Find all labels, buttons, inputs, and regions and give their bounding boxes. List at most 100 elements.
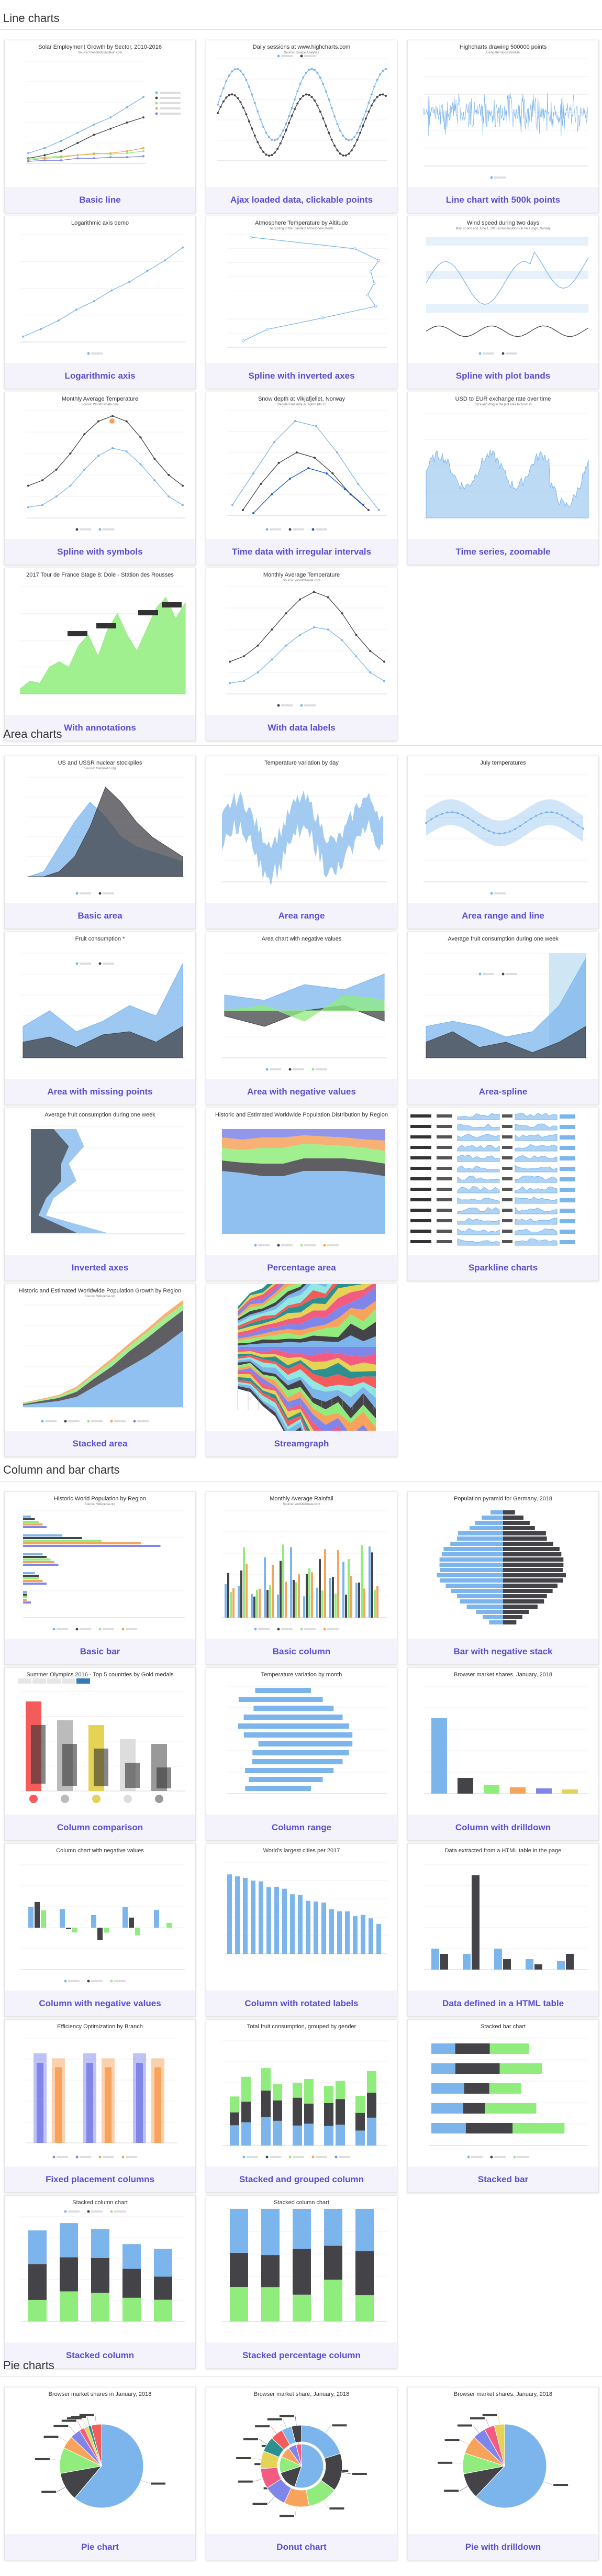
data-point[interactable] — [348, 139, 350, 141]
bar[interactable] — [23, 1518, 35, 1520]
data-point[interactable] — [535, 814, 537, 817]
column[interactable] — [440, 1954, 448, 1970]
data-point[interactable] — [372, 282, 376, 285]
demo-card[interactable]: Summer Olympics 2016 - Top 5 countries b… — [4, 1667, 196, 1841]
data-point[interactable] — [142, 116, 144, 119]
column-comparison[interactable] — [62, 1744, 77, 1786]
range-bar[interactable] — [255, 1688, 311, 1693]
data-point[interactable] — [282, 136, 285, 138]
bar[interactable] — [503, 1599, 544, 1604]
column[interactable] — [129, 1917, 134, 1928]
sparkline-bar[interactable] — [560, 1156, 575, 1160]
data-point[interactable] — [271, 153, 273, 156]
stacked-bar[interactable] — [464, 2083, 489, 2094]
series-area[interactable] — [457, 1123, 500, 1131]
data-point[interactable] — [299, 83, 302, 85]
stacked-column[interactable] — [273, 2100, 282, 2121]
demo-card[interactable]: Highcharts drawing 500000 points Using th… — [407, 40, 599, 213]
data-point[interactable] — [572, 821, 574, 823]
stacked-column[interactable] — [60, 2223, 78, 2258]
data-point[interactable] — [110, 289, 113, 292]
data-point[interactable] — [344, 154, 347, 157]
demo-card[interactable]: Temperature variation by day Area range — [206, 756, 397, 929]
demo-card[interactable]: Wind speed during two days May 31 and and… — [407, 216, 599, 389]
data-point[interactable] — [251, 93, 253, 96]
stream-layer[interactable] — [238, 1284, 376, 1319]
column[interactable] — [122, 1907, 128, 1928]
column[interactable] — [295, 1582, 297, 1618]
stacked-column[interactable] — [154, 2276, 172, 2300]
year-button[interactable] — [62, 1678, 75, 1684]
bar[interactable] — [440, 1568, 503, 1572]
demo-card[interactable]: Historic World Population by Region Sourc… — [4, 1491, 196, 1665]
stream-layer[interactable] — [238, 1309, 376, 1344]
data-point[interactable] — [285, 644, 287, 647]
data-point[interactable] — [168, 495, 170, 497]
data-point[interactable] — [325, 90, 327, 93]
legend-symbol[interactable] — [300, 1628, 303, 1631]
column[interactable] — [37, 2063, 43, 2143]
demo-caption-link[interactable]: Column with negative values — [5, 1991, 195, 2016]
data-point[interactable] — [222, 87, 225, 90]
data-point[interactable] — [350, 149, 353, 152]
column[interactable] — [280, 1561, 282, 1618]
demo-card[interactable]: US and USSR nuclear stockpiles Source: th… — [4, 756, 196, 929]
range-bar[interactable] — [245, 1768, 334, 1773]
bar[interactable] — [489, 1620, 503, 1624]
legend-symbol[interactable] — [277, 1628, 280, 1631]
data-point[interactable] — [293, 98, 296, 101]
legend-symbol[interactable] — [110, 1980, 113, 1983]
legend-symbol[interactable] — [75, 962, 79, 965]
column[interactable] — [227, 1874, 232, 1954]
data-point[interactable] — [182, 246, 184, 249]
data-point[interactable] — [379, 73, 382, 76]
legend-symbol[interactable] — [155, 91, 158, 94]
legend-symbol[interactable] — [323, 1628, 326, 1631]
bar[interactable] — [490, 1510, 503, 1514]
series-line[interactable] — [28, 148, 144, 161]
series-line[interactable] — [229, 627, 385, 684]
demo-card[interactable]: Historic and Estimated Worldwide Populat… — [4, 1284, 196, 1457]
demo-caption-link[interactable]: Stacked area — [5, 1431, 195, 1456]
demo-card[interactable]: Browser market shares in January, 2018 Pi… — [4, 2387, 196, 2560]
data-point[interactable] — [125, 420, 128, 423]
legend-symbol[interactable] — [110, 2210, 113, 2213]
demo-caption-link[interactable]: Basic line — [5, 187, 195, 213]
data-point[interactable] — [248, 85, 250, 88]
data-point[interactable] — [344, 138, 347, 140]
stacked-column[interactable] — [304, 2079, 314, 2104]
stacked-bar[interactable] — [455, 2063, 500, 2074]
stream-layer[interactable] — [238, 1368, 376, 1431]
stream-layer[interactable] — [238, 1384, 376, 1431]
legend-symbol[interactable] — [98, 962, 102, 965]
data-point[interactable] — [126, 106, 128, 108]
column[interactable] — [361, 1545, 363, 1618]
bar[interactable] — [23, 1594, 27, 1596]
chart-thumbnail[interactable]: Efficiency Optimization by Branch — [5, 2020, 195, 2166]
stream-layer[interactable] — [238, 1284, 376, 1321]
data-point[interactable] — [385, 95, 387, 97]
stacked-column[interactable] — [261, 2255, 280, 2287]
series-area[interactable] — [31, 1129, 76, 1233]
stacked-column[interactable] — [91, 2258, 109, 2293]
data-point[interactable] — [310, 95, 313, 98]
data-point[interactable] — [128, 281, 131, 283]
stacked-column[interactable] — [154, 2249, 172, 2277]
column[interactable] — [266, 1887, 271, 1954]
column[interactable] — [28, 1907, 34, 1928]
data-point[interactable] — [305, 93, 307, 96]
bar[interactable] — [503, 1620, 517, 1624]
demo-caption-link[interactable]: Area range — [206, 903, 397, 928]
demo-card[interactable]: Sparkline charts — [407, 1108, 599, 1281]
legend-item[interactable] — [80, 963, 91, 965]
data-point[interactable] — [355, 634, 358, 636]
legend-symbol[interactable] — [265, 528, 269, 531]
legend-item[interactable] — [91, 1980, 103, 1982]
column[interactable] — [55, 2067, 62, 2143]
series-area[interactable] — [457, 1197, 500, 1204]
chart-thumbnail[interactable]: Browser market share, January, 2018 — [206, 2387, 397, 2534]
column[interactable] — [66, 1928, 71, 1929]
column[interactable] — [353, 1916, 358, 1954]
legend-item[interactable] — [103, 2156, 114, 2158]
demo-caption-link[interactable]: Time series, zoomable — [408, 539, 598, 565]
